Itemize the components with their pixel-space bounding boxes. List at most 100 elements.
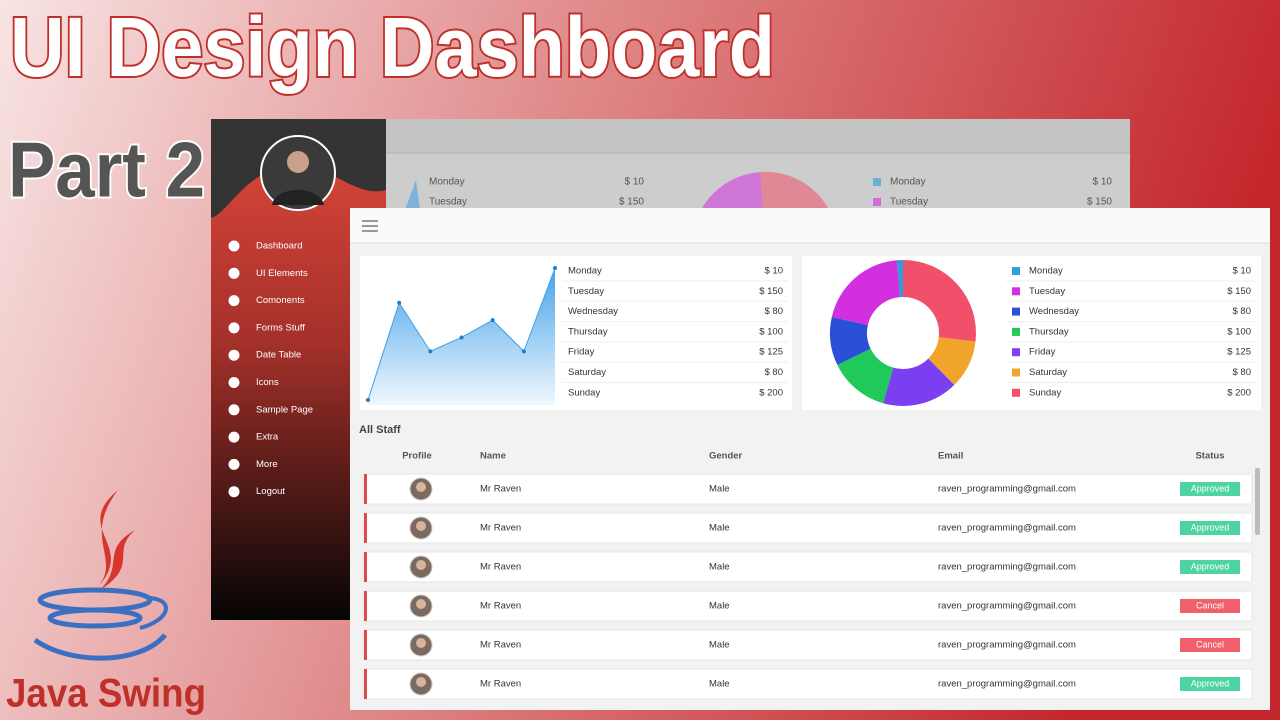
menu-icon — [228, 431, 240, 443]
menu-item[interactable]: Date Table — [228, 349, 302, 361]
staff-email: raven_programming@gmail.com — [938, 601, 1076, 612]
legend-day: Friday — [1029, 347, 1056, 358]
legend-swatch — [1012, 327, 1020, 336]
bg-legend-day: Monday — [890, 177, 926, 188]
column-header: Status — [1195, 451, 1224, 462]
legend-swatch — [1012, 368, 1020, 377]
avatar-face — [416, 521, 426, 531]
row-accent — [364, 669, 367, 699]
menu-label: Extra — [256, 432, 279, 443]
legend-value: $ 200 — [1227, 387, 1251, 398]
status-badge — [1180, 482, 1240, 496]
legend-day: Saturday — [1029, 367, 1067, 378]
staff-gender: Male — [709, 523, 730, 534]
list-value: $ 80 — [765, 367, 784, 378]
menu-icon — [228, 404, 240, 416]
legend-day: Monday — [1029, 266, 1063, 277]
status-label: Cancel — [1196, 600, 1224, 610]
donut-slice — [831, 260, 900, 326]
legend-value: $ 125 — [1227, 347, 1251, 358]
menu-button[interactable] — [362, 220, 378, 232]
staff-name: Mr Raven — [480, 640, 521, 651]
list-day: Sunday — [568, 387, 600, 398]
legend-value: $ 100 — [1227, 326, 1251, 337]
bg-list-day: Monday — [429, 177, 465, 188]
staff-gender: Male — [709, 562, 730, 573]
bg-legend-amount: $ 10 — [1093, 177, 1113, 188]
bg-legend-amount: $ 150 — [1087, 197, 1112, 208]
bg-legend-swatch — [873, 198, 881, 206]
status-label: Approved — [1191, 483, 1230, 493]
column-header: Email — [938, 451, 963, 462]
column-header: Gender — [709, 451, 743, 462]
avatar-face — [416, 560, 426, 570]
menu-icon — [228, 322, 240, 334]
menu-item[interactable]: Sample Page — [228, 404, 314, 416]
list-day: Thursday — [568, 326, 608, 337]
staff-email: raven_programming@gmail.com — [938, 484, 1076, 495]
row-card — [363, 590, 1253, 622]
staff-name: Mr Raven — [480, 562, 521, 573]
table-row[interactable]: Mr Raven Male raven_programming@gmail.com C… — [363, 629, 1253, 661]
line-point — [428, 349, 433, 354]
row-accent — [364, 513, 367, 543]
line-point — [366, 398, 370, 402]
sidebar-menu: Dashboard UI Elements Comonents Forms Stuff… — [228, 240, 314, 497]
menu-item[interactable]: Dashboard — [228, 240, 303, 252]
menu-label: Date Table — [256, 350, 301, 361]
list-day: Saturday — [568, 367, 606, 378]
status-label: Cancel — [1196, 639, 1224, 649]
menu-icon — [228, 295, 240, 307]
table-row[interactable]: Mr Raven Male raven_programming@gmail.com C… — [363, 590, 1253, 622]
row-card — [363, 551, 1253, 583]
donut-slice — [883, 358, 955, 406]
row-accent — [364, 630, 367, 660]
bg-list-amount: $ 150 — [619, 197, 644, 208]
staff-email: raven_programming@gmail.com — [938, 679, 1076, 690]
legend-value: $ 80 — [1233, 306, 1252, 317]
menu-item[interactable]: Forms Stuff — [228, 322, 306, 334]
donut-slice — [896, 260, 903, 298]
list-value: $ 125 — [759, 347, 783, 358]
status-badge — [1180, 521, 1240, 535]
line-point — [459, 335, 464, 340]
row-accent — [364, 474, 367, 504]
table-row[interactable]: Mr Raven Male raven_programming@gmail.com A… — [363, 551, 1253, 583]
donut-slice — [903, 260, 977, 342]
avatar-face — [416, 482, 426, 492]
staff-gender: Male — [709, 601, 730, 612]
menu-item[interactable]: Logout — [228, 486, 286, 497]
menu-item[interactable]: Extra — [228, 431, 279, 443]
menu-item[interactable]: Comonents — [228, 295, 305, 307]
status-label: Approved — [1191, 561, 1230, 571]
line-area — [368, 268, 555, 405]
menu-label: UI Elements — [256, 268, 308, 279]
legend-day: Wednesday — [1029, 306, 1079, 317]
scrollbar[interactable] — [1255, 468, 1260, 535]
menu-label: Dashboard — [256, 241, 302, 252]
background-rows: Monday $ 10 Monday $ 10 Tuesday $ 150 Tuesday $… — [429, 177, 1112, 208]
front-window: All Staff — [350, 208, 1270, 710]
staff-email: raven_programming@gmail.com — [938, 562, 1076, 573]
legend-day: Tuesday — [1029, 286, 1065, 297]
legend-swatch — [1012, 388, 1020, 397]
table-row[interactable]: Mr Raven Male raven_programming@gmail.com A… — [363, 473, 1253, 505]
bg-legend-day: Tuesday — [890, 197, 928, 208]
table-row[interactable]: Mr Raven Male raven_programming@gmail.com A… — [363, 668, 1253, 700]
table-row[interactable]: Mr Raven Male raven_programming@gmail.com A… — [363, 512, 1253, 544]
menu-item[interactable]: Icons — [228, 377, 279, 388]
row-accent — [364, 591, 367, 621]
list-day: Monday — [568, 266, 602, 277]
menu-item[interactable]: More — [228, 458, 278, 470]
status-label: Approved — [1191, 678, 1230, 688]
staff-name: Mr Raven — [480, 484, 521, 495]
staff-name: Mr Raven — [480, 601, 521, 612]
list-value: $ 80 — [765, 306, 784, 317]
menu-item[interactable]: UI Elements — [228, 267, 308, 279]
avatar-face — [416, 677, 426, 687]
donut-slice — [837, 348, 894, 404]
list-day: Wednesday — [568, 306, 618, 317]
legend-swatch — [1012, 348, 1020, 357]
